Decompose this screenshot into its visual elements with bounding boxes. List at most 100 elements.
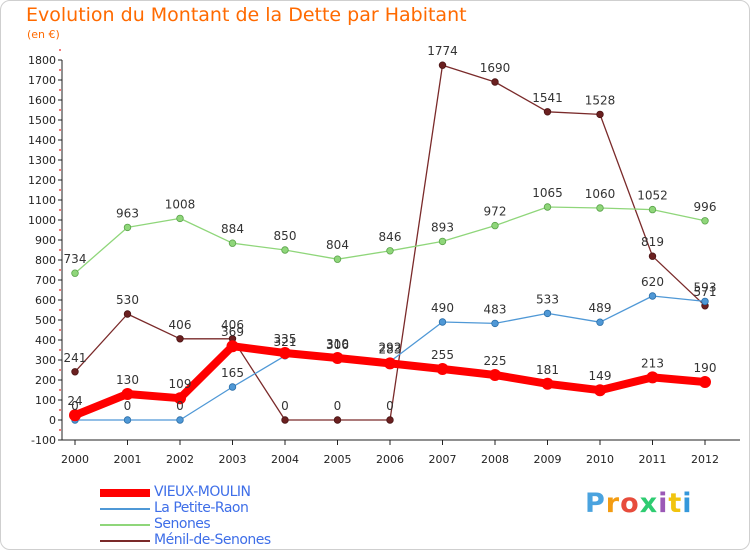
x-tick-label: 2001 [114, 453, 142, 466]
data-label-vieux-moulin: 190 [694, 361, 717, 375]
data-point-vieux-moulin [69, 409, 81, 422]
proxiti-logo: Proxiti [585, 488, 693, 519]
data-point-la-petite-raon [648, 292, 657, 300]
data-label-senones: 972 [484, 205, 507, 219]
data-point-menil-de-senones [71, 368, 79, 376]
data-label-la-petite-raon: 0 [71, 399, 79, 413]
chart-title: Evolution du Montant de la Dette par Hab… [26, 4, 467, 26]
y-minor-tick [59, 149, 61, 151]
data-label-senones: 1060 [585, 187, 616, 201]
data-point-la-petite-raon [543, 309, 552, 318]
data-point-menil-de-senones [491, 78, 499, 86]
x-tick-label: 2012 [691, 453, 719, 466]
data-point-vieux-moulin [279, 347, 291, 359]
y-tick-label: 1200 [28, 174, 56, 187]
logo-letter: P [585, 488, 606, 519]
data-label-menil-de-senones: 530 [116, 293, 139, 307]
data-label-menil-de-senones: 0 [334, 399, 342, 413]
data-point-la-petite-raon [596, 318, 604, 326]
y-tick-label: 900 [35, 234, 56, 247]
y-minor-tick [59, 49, 61, 51]
y-tick-label: 1600 [28, 94, 56, 107]
data-label-menil-de-senones: 1541 [532, 91, 563, 105]
data-label-menil-de-senones: 0 [281, 399, 289, 413]
series-lines [69, 61, 711, 424]
data-label-senones: 846 [379, 230, 402, 244]
x-tick-label: 2006 [376, 453, 404, 466]
y-minor-tick [59, 309, 61, 311]
data-point-la-petite-raon [123, 416, 132, 424]
data-label-senones: 850 [274, 229, 297, 243]
unit-label: (en €) [27, 28, 60, 41]
y-minor-tick [59, 109, 61, 111]
data-point-la-petite-raon [228, 383, 237, 391]
legend-swatch [100, 540, 150, 542]
data-point-senones [176, 214, 184, 223]
y-tick-label: 1100 [28, 194, 56, 207]
y-minor-tick [59, 329, 61, 331]
y-minor-tick [59, 209, 61, 211]
data-label-vieux-moulin: 225 [484, 354, 507, 368]
legend-label: Ménil-de-Senones [154, 532, 271, 548]
data-label-senones: 734 [64, 252, 87, 266]
data-point-senones [123, 223, 132, 232]
data-point-vieux-moulin [226, 340, 239, 353]
x-tick-label: 2002 [166, 453, 194, 466]
y-tick-label: 500 [35, 314, 56, 327]
data-point-menil-de-senones [543, 108, 552, 116]
data-label-senones: 884 [221, 222, 244, 236]
data-point-vieux-moulin [699, 376, 711, 388]
y-tick-label: -100 [31, 434, 56, 447]
y-tick-label: 1000 [28, 214, 56, 227]
x-tick-label: 2011 [639, 453, 667, 466]
y-minor-tick [59, 249, 61, 251]
data-labels: 241 530 406 406 0 0 0 1774 1690 1541 1528 819 571 734… [64, 44, 717, 413]
data-label-senones: 963 [116, 206, 139, 220]
data-label-vieux-moulin: 24 [67, 394, 82, 408]
data-label-la-petite-raon: 0 [124, 399, 132, 413]
x-tick-label: 2004 [271, 453, 299, 466]
data-point-la-petite-raon [701, 297, 709, 306]
x-tick-label: 2007 [429, 453, 457, 466]
data-label-vieux-moulin: 283 [379, 342, 402, 356]
y-tick-label: 0 [49, 414, 56, 427]
data-label-vieux-moulin: 369 [221, 325, 244, 339]
legend-swatch [100, 524, 150, 526]
y-minor-tick [59, 409, 61, 411]
data-point-vieux-moulin [541, 377, 554, 390]
data-point-vieux-moulin [489, 369, 501, 381]
data-label-vieux-moulin: 130 [116, 373, 139, 387]
y-minor-tick [59, 369, 61, 371]
data-point-senones [333, 255, 342, 263]
y-minor-tick [59, 429, 61, 431]
data-label-menil-de-senones: 406 [169, 318, 192, 332]
legend-swatch [100, 508, 150, 510]
y-minor-tick [59, 289, 61, 291]
data-label-vieux-moulin: 310 [326, 337, 349, 351]
data-label-la-petite-raon: 489 [589, 301, 612, 315]
data-label-vieux-moulin: 335 [274, 332, 297, 346]
y-tick-label: 100 [35, 394, 56, 407]
y-tick-label: 300 [35, 354, 56, 367]
data-point-vieux-moulin [436, 363, 449, 375]
data-label-senones: 804 [326, 238, 349, 252]
data-label-senones: 1008 [165, 197, 196, 211]
x-tick-label: 2005 [324, 453, 352, 466]
data-point-menil-de-senones [386, 416, 394, 424]
data-point-senones [491, 221, 499, 230]
logo-letter: o [620, 488, 640, 519]
data-label-la-petite-raon: 620 [641, 275, 664, 289]
data-label-la-petite-raon: 165 [221, 366, 244, 380]
y-tick-label: 1300 [28, 154, 56, 167]
data-label-la-petite-raon: 306 [326, 338, 349, 352]
data-point-senones [648, 205, 657, 214]
y-tick-label: 800 [35, 254, 56, 267]
data-point-menil-de-senones [596, 110, 604, 119]
data-label-la-petite-raon: 490 [431, 301, 454, 315]
data-label-la-petite-raon: 533 [536, 292, 559, 306]
data-label-la-petite-raon: 0 [176, 399, 184, 413]
data-label-senones: 1052 [637, 189, 668, 203]
y-minor-tick [59, 69, 61, 71]
data-label-vieux-moulin: 181 [536, 363, 559, 377]
